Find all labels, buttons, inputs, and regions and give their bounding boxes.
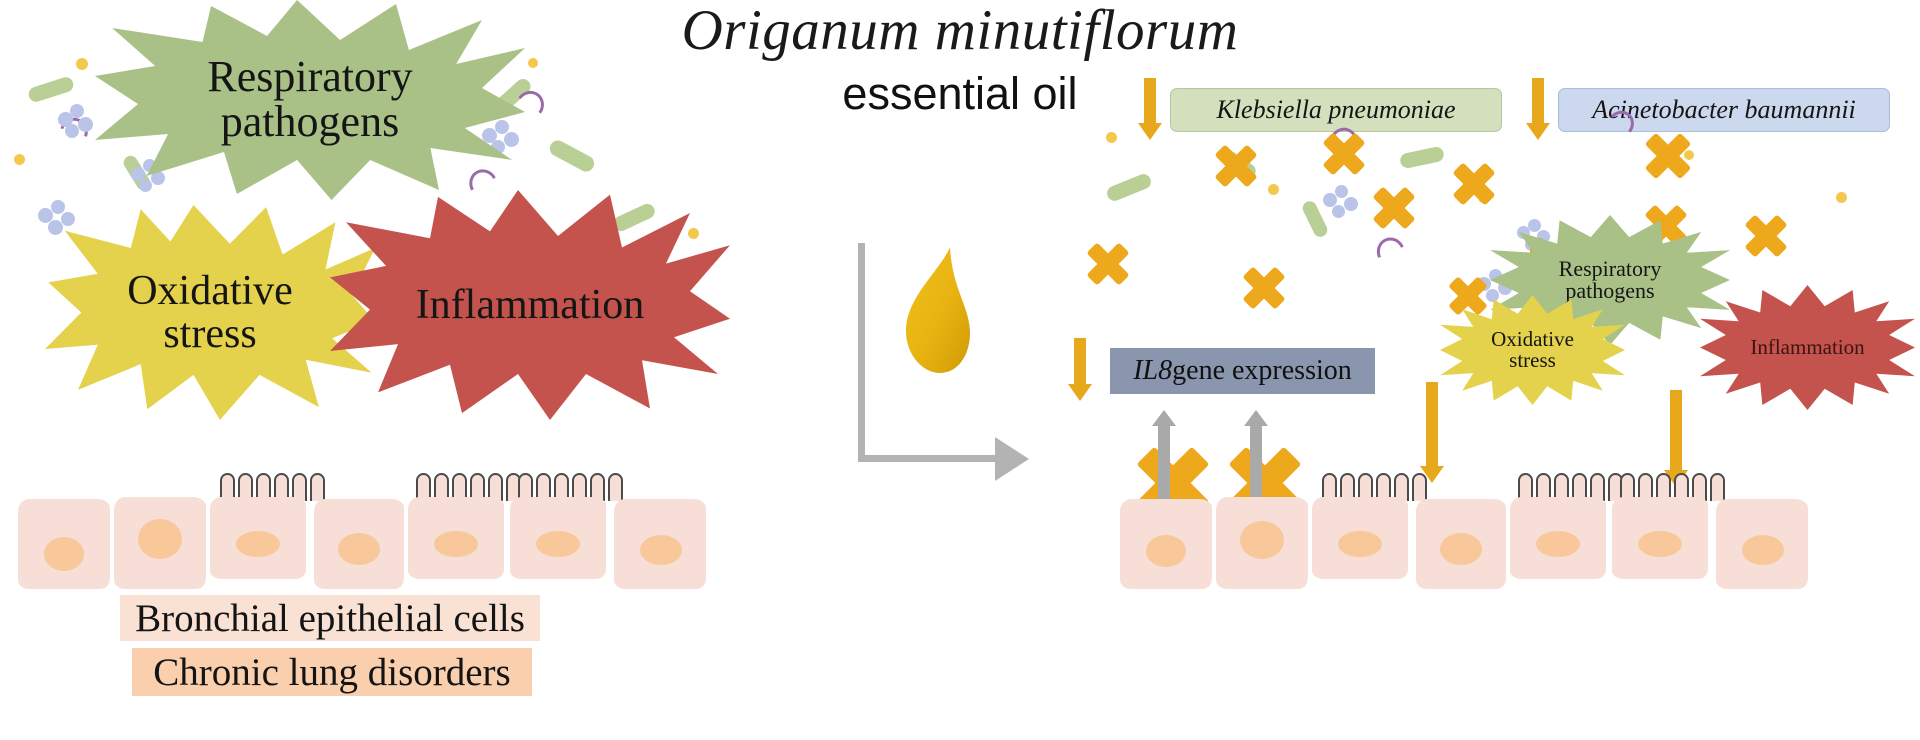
badge-klebsiella-pneumoniae: Klebsiella pneumoniae bbox=[1170, 88, 1502, 132]
epithelial-cell bbox=[1510, 497, 1606, 579]
cell-nucleus bbox=[1638, 531, 1682, 557]
badge-acinetobacter-baumannii: Acinetobacter baumannii bbox=[1558, 88, 1890, 132]
cell-nucleus bbox=[1742, 535, 1784, 565]
burst-label: Respiratory pathogens bbox=[1558, 255, 1662, 303]
epithelial-cell bbox=[1120, 499, 1212, 589]
x-mark-icon bbox=[1448, 158, 1500, 210]
spirochete-icon bbox=[1372, 232, 1404, 259]
spore-dot-icon bbox=[1268, 184, 1279, 195]
spore-dot-icon bbox=[76, 58, 88, 70]
cell-nucleus bbox=[1240, 521, 1284, 559]
cell-nucleus bbox=[1338, 531, 1382, 557]
badge-label: Acinetobacter baumannii bbox=[1592, 95, 1856, 124]
x-mark-icon bbox=[1318, 128, 1370, 180]
cocci-cluster-icon bbox=[56, 104, 98, 144]
down-arrow-il8 bbox=[1068, 338, 1092, 404]
cilia-icon bbox=[1620, 473, 1725, 501]
epithelial-cell bbox=[1216, 497, 1308, 589]
inhibition-arrow-shaft bbox=[858, 455, 1003, 462]
x-mark-icon bbox=[1740, 210, 1792, 262]
spirochete-icon bbox=[464, 164, 496, 191]
inhibition-arrow-head bbox=[995, 437, 1029, 481]
subtitle: essential oil bbox=[842, 68, 1078, 119]
burst-label: Respiratory pathogens bbox=[207, 52, 413, 146]
burst-label: Inflammation bbox=[415, 281, 645, 328]
epithelial-cell bbox=[1716, 499, 1808, 589]
burst-inflammation-right: Inflammation bbox=[1700, 285, 1915, 410]
cilia-icon bbox=[1322, 473, 1427, 501]
epithelial-cell bbox=[1312, 497, 1408, 579]
cilia-icon bbox=[518, 473, 623, 501]
bacteria-rod-icon bbox=[26, 75, 76, 104]
label-chronic-lung-disorders: Chronic lung disorders bbox=[132, 648, 532, 696]
epithelial-cell bbox=[18, 499, 110, 589]
bacteria-rod-icon bbox=[1398, 145, 1446, 170]
cilia-icon bbox=[220, 473, 325, 501]
cell-nucleus bbox=[44, 537, 84, 571]
epithelial-cell bbox=[1612, 497, 1708, 579]
down-arrow-acinetobacter bbox=[1526, 78, 1550, 140]
x-mark-icon bbox=[1368, 182, 1420, 234]
burst-oxidative-stress-left: Oxidative stress bbox=[45, 205, 375, 420]
inhibition-arrow-stem bbox=[858, 243, 865, 461]
page-title: Origanum minutiflorum bbox=[681, 0, 1239, 62]
cell-nucleus bbox=[434, 531, 478, 557]
down-arrow-oxidative-stress bbox=[1420, 382, 1444, 486]
bacteria-rod-icon bbox=[547, 137, 597, 175]
burst-label: Oxidative stress bbox=[1491, 326, 1574, 372]
cell-nucleus bbox=[236, 531, 280, 557]
x-mark-icon bbox=[1082, 238, 1134, 290]
epithelial-cell bbox=[114, 497, 206, 589]
cocci-cluster-icon bbox=[130, 158, 170, 198]
cell-nucleus bbox=[1536, 531, 1580, 557]
epithelial-cell bbox=[210, 497, 306, 579]
epithelial-cell bbox=[1416, 499, 1506, 589]
oil-droplet-icon bbox=[906, 247, 970, 373]
spore-dot-icon bbox=[528, 58, 538, 68]
bacteria-rod-icon bbox=[1104, 171, 1154, 204]
badge-label: Klebsiella pneumoniae bbox=[1216, 95, 1456, 124]
bacteria-rod-icon bbox=[610, 201, 658, 234]
spore-dot-icon bbox=[688, 228, 699, 239]
x-mark-icon bbox=[1238, 262, 1290, 314]
spore-dot-icon bbox=[1684, 150, 1694, 160]
spore-dot-icon bbox=[1836, 192, 1847, 203]
epithelial-cell bbox=[510, 497, 606, 579]
cell-nucleus bbox=[640, 535, 682, 565]
x-mark-icon bbox=[1210, 140, 1262, 192]
badge-il8-gene-expression: IL8 gene expression bbox=[1110, 348, 1375, 394]
epithelial-cell bbox=[408, 497, 504, 579]
cell-nucleus bbox=[536, 531, 580, 557]
epithelial-cell bbox=[314, 499, 404, 589]
cell-nucleus bbox=[1440, 533, 1482, 565]
burst-label: Inflammation bbox=[1750, 334, 1865, 359]
spore-dot-icon bbox=[1106, 132, 1117, 143]
cilia-icon bbox=[416, 473, 521, 501]
cilia-icon bbox=[1518, 473, 1623, 501]
burst-oxidative-stress-right: Oxidative stress bbox=[1440, 295, 1625, 405]
cocci-cluster-icon bbox=[38, 198, 80, 240]
burst-inflammation-left: Inflammation bbox=[330, 190, 730, 420]
gene-name: IL8 bbox=[1133, 355, 1173, 386]
cell-nucleus bbox=[138, 519, 182, 559]
cell-nucleus bbox=[1146, 535, 1186, 567]
x-mark-icon bbox=[1640, 128, 1696, 184]
burst-label: Oxidative stress bbox=[127, 267, 293, 357]
burst-respiratory-pathogens-left: Respiratory pathogens bbox=[95, 0, 525, 200]
cocci-cluster-icon bbox=[1322, 184, 1364, 224]
label-bronchial-epithelial-cells: Bronchial epithelial cells bbox=[120, 595, 540, 641]
cell-nucleus bbox=[338, 533, 380, 565]
gene-box-text: gene expression bbox=[1172, 355, 1352, 386]
epithelial-cell bbox=[614, 499, 706, 589]
down-arrow-klebsiella bbox=[1138, 78, 1162, 140]
spore-dot-icon bbox=[14, 154, 25, 165]
